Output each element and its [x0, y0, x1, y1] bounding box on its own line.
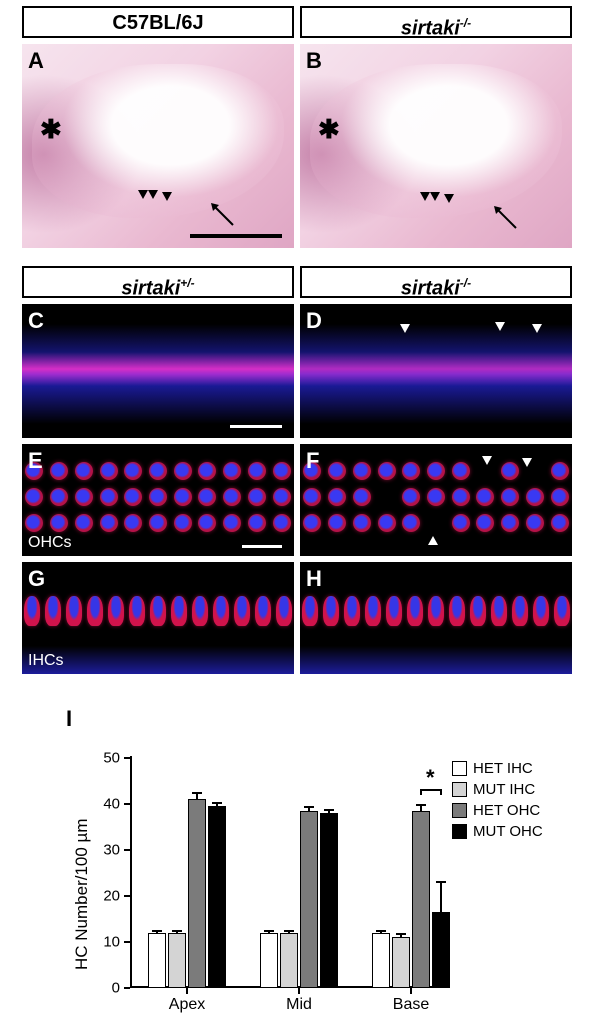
- bar-Base-HET_OHC: [412, 811, 430, 988]
- chart-legend: HET IHC MUT IHC HET OHC MUT OHC: [452, 760, 543, 844]
- panel-A-arrowhead-3: [162, 192, 172, 201]
- panel-A-label: A: [28, 48, 44, 74]
- legend-MUT_IHC: MUT IHC: [452, 781, 543, 798]
- panel-A-arrow: [207, 199, 237, 229]
- chart-significance-star: *: [426, 765, 435, 791]
- figure-root: C57BL/6J sirtaki-/- A ✱ B ✱ sirtaki+/- s…: [0, 0, 601, 1031]
- chart-xlabel-Base: Base: [393, 996, 429, 1014]
- panel-E-row1: [22, 462, 294, 480]
- bar-Base-HET_IHC: [372, 933, 390, 988]
- panel-B-arrowhead-2: [430, 192, 440, 201]
- header-c57-text: C57BL/6J: [112, 12, 203, 34]
- panel-F-row2: [300, 488, 572, 506]
- chart-ytick-50: 50: [103, 750, 120, 767]
- bar-Mid-HET_OHC: [300, 811, 318, 988]
- panel-F-arrowhead-3: [428, 536, 438, 545]
- bar-Apex-MUT_IHC: [168, 933, 186, 988]
- panel-C: C: [22, 304, 294, 438]
- panel-E-row2: [22, 488, 294, 506]
- panel-F-arrowhead-2: [522, 458, 532, 467]
- panel-B-asterisk: ✱: [318, 114, 340, 145]
- chart-plot-area: 01020304050ApexMidBase*: [130, 758, 430, 988]
- panel-D-arrowhead-2: [495, 322, 505, 331]
- panel-A-arrowhead-1: [138, 190, 148, 199]
- bar-Mid-MUT_OHC: [320, 813, 338, 988]
- panel-A: A ✱: [22, 44, 294, 248]
- panel-A-asterisk: ✱: [40, 114, 62, 145]
- panel-C-label: C: [28, 308, 44, 334]
- panel-D-label: D: [306, 308, 322, 334]
- panel-A-lumen: [32, 64, 284, 218]
- panel-D-red: [300, 352, 572, 386]
- header-sirtaki-ko-top-sup: -/-: [460, 16, 471, 30]
- panel-H-base: [300, 646, 572, 674]
- chart-ytick-40: 40: [103, 796, 120, 813]
- panel-G-rowlabel: IHCs: [28, 652, 64, 670]
- panel-E-row3: [22, 514, 294, 532]
- panel-G: G IHCs: [22, 562, 294, 674]
- chart-ytick-0: 0: [112, 980, 120, 997]
- panel-B: B ✱: [300, 44, 572, 248]
- panel-H-row: [300, 596, 572, 626]
- chart-ytick-10: 10: [103, 934, 120, 951]
- panel-I-label: I: [66, 706, 72, 732]
- panel-B-arrow: [490, 202, 520, 232]
- header-sirtaki-het-sup: +/-: [180, 276, 194, 290]
- legend-MUT_OHC: MUT OHC: [452, 823, 543, 840]
- bar-Mid-HET_IHC: [260, 933, 278, 988]
- panel-F-row3: [300, 514, 572, 532]
- panel-B-arrowhead-3: [444, 194, 454, 203]
- bar-Apex-HET_OHC: [188, 799, 206, 988]
- legend-HET_OHC: HET OHC: [452, 802, 543, 819]
- chart-y-label: HC Number/100 µm: [72, 818, 92, 970]
- panel-A-arrowhead-2: [148, 190, 158, 199]
- header-c57: C57BL/6J: [22, 6, 294, 38]
- panel-E: E OHCs: [22, 444, 294, 556]
- panel-B-arrowhead-1: [420, 192, 430, 201]
- header-sirtaki-het: sirtaki+/-: [22, 266, 294, 298]
- bar-Base-MUT_OHC: [432, 912, 450, 988]
- panel-B-label: B: [306, 48, 322, 74]
- panel-E-scalebar: [242, 545, 282, 548]
- header-sirtaki-ko-top: sirtaki-/-: [300, 6, 572, 38]
- chart-ytick-20: 20: [103, 888, 120, 905]
- panel-D-arrowhead-3: [532, 324, 542, 333]
- panel-C-red: [22, 352, 294, 386]
- bar-Apex-MUT_OHC: [208, 806, 226, 988]
- header-sirtaki-het-text: sirtaki: [121, 278, 180, 300]
- chart-ytick-30: 30: [103, 842, 120, 859]
- legend-HET_IHC: HET IHC: [452, 760, 543, 777]
- panel-E-label: E: [28, 448, 43, 474]
- header-sirtaki-ko-top-text: sirtaki: [401, 18, 460, 40]
- panel-H-label: H: [306, 566, 322, 592]
- panel-D-arrowhead-1: [400, 324, 410, 333]
- bar-Apex-HET_IHC: [148, 933, 166, 988]
- panel-F-label: F: [306, 448, 319, 474]
- chart-xlabel-Apex: Apex: [169, 996, 205, 1014]
- panel-D: D: [300, 304, 572, 438]
- chart-y-axis: [130, 756, 132, 988]
- panel-F-arrowhead-1: [482, 456, 492, 465]
- chart-xlabel-Mid: Mid: [286, 996, 312, 1014]
- panel-F: F: [300, 444, 572, 556]
- panel-A-scalebar: [190, 234, 282, 238]
- panel-G-row: [22, 596, 294, 626]
- panel-G-label: G: [28, 566, 45, 592]
- panel-H: H: [300, 562, 572, 674]
- bar-Mid-MUT_IHC: [280, 933, 298, 988]
- bar-Base-MUT_IHC: [392, 937, 410, 988]
- panel-C-scalebar: [230, 425, 282, 428]
- header-sirtaki-ko-bottom: sirtaki-/-: [300, 266, 572, 298]
- header-sirtaki-ko-bottom-text: sirtaki: [401, 278, 460, 300]
- panel-E-rowlabel: OHCs: [28, 534, 72, 552]
- header-sirtaki-ko-bottom-sup: -/-: [460, 276, 471, 290]
